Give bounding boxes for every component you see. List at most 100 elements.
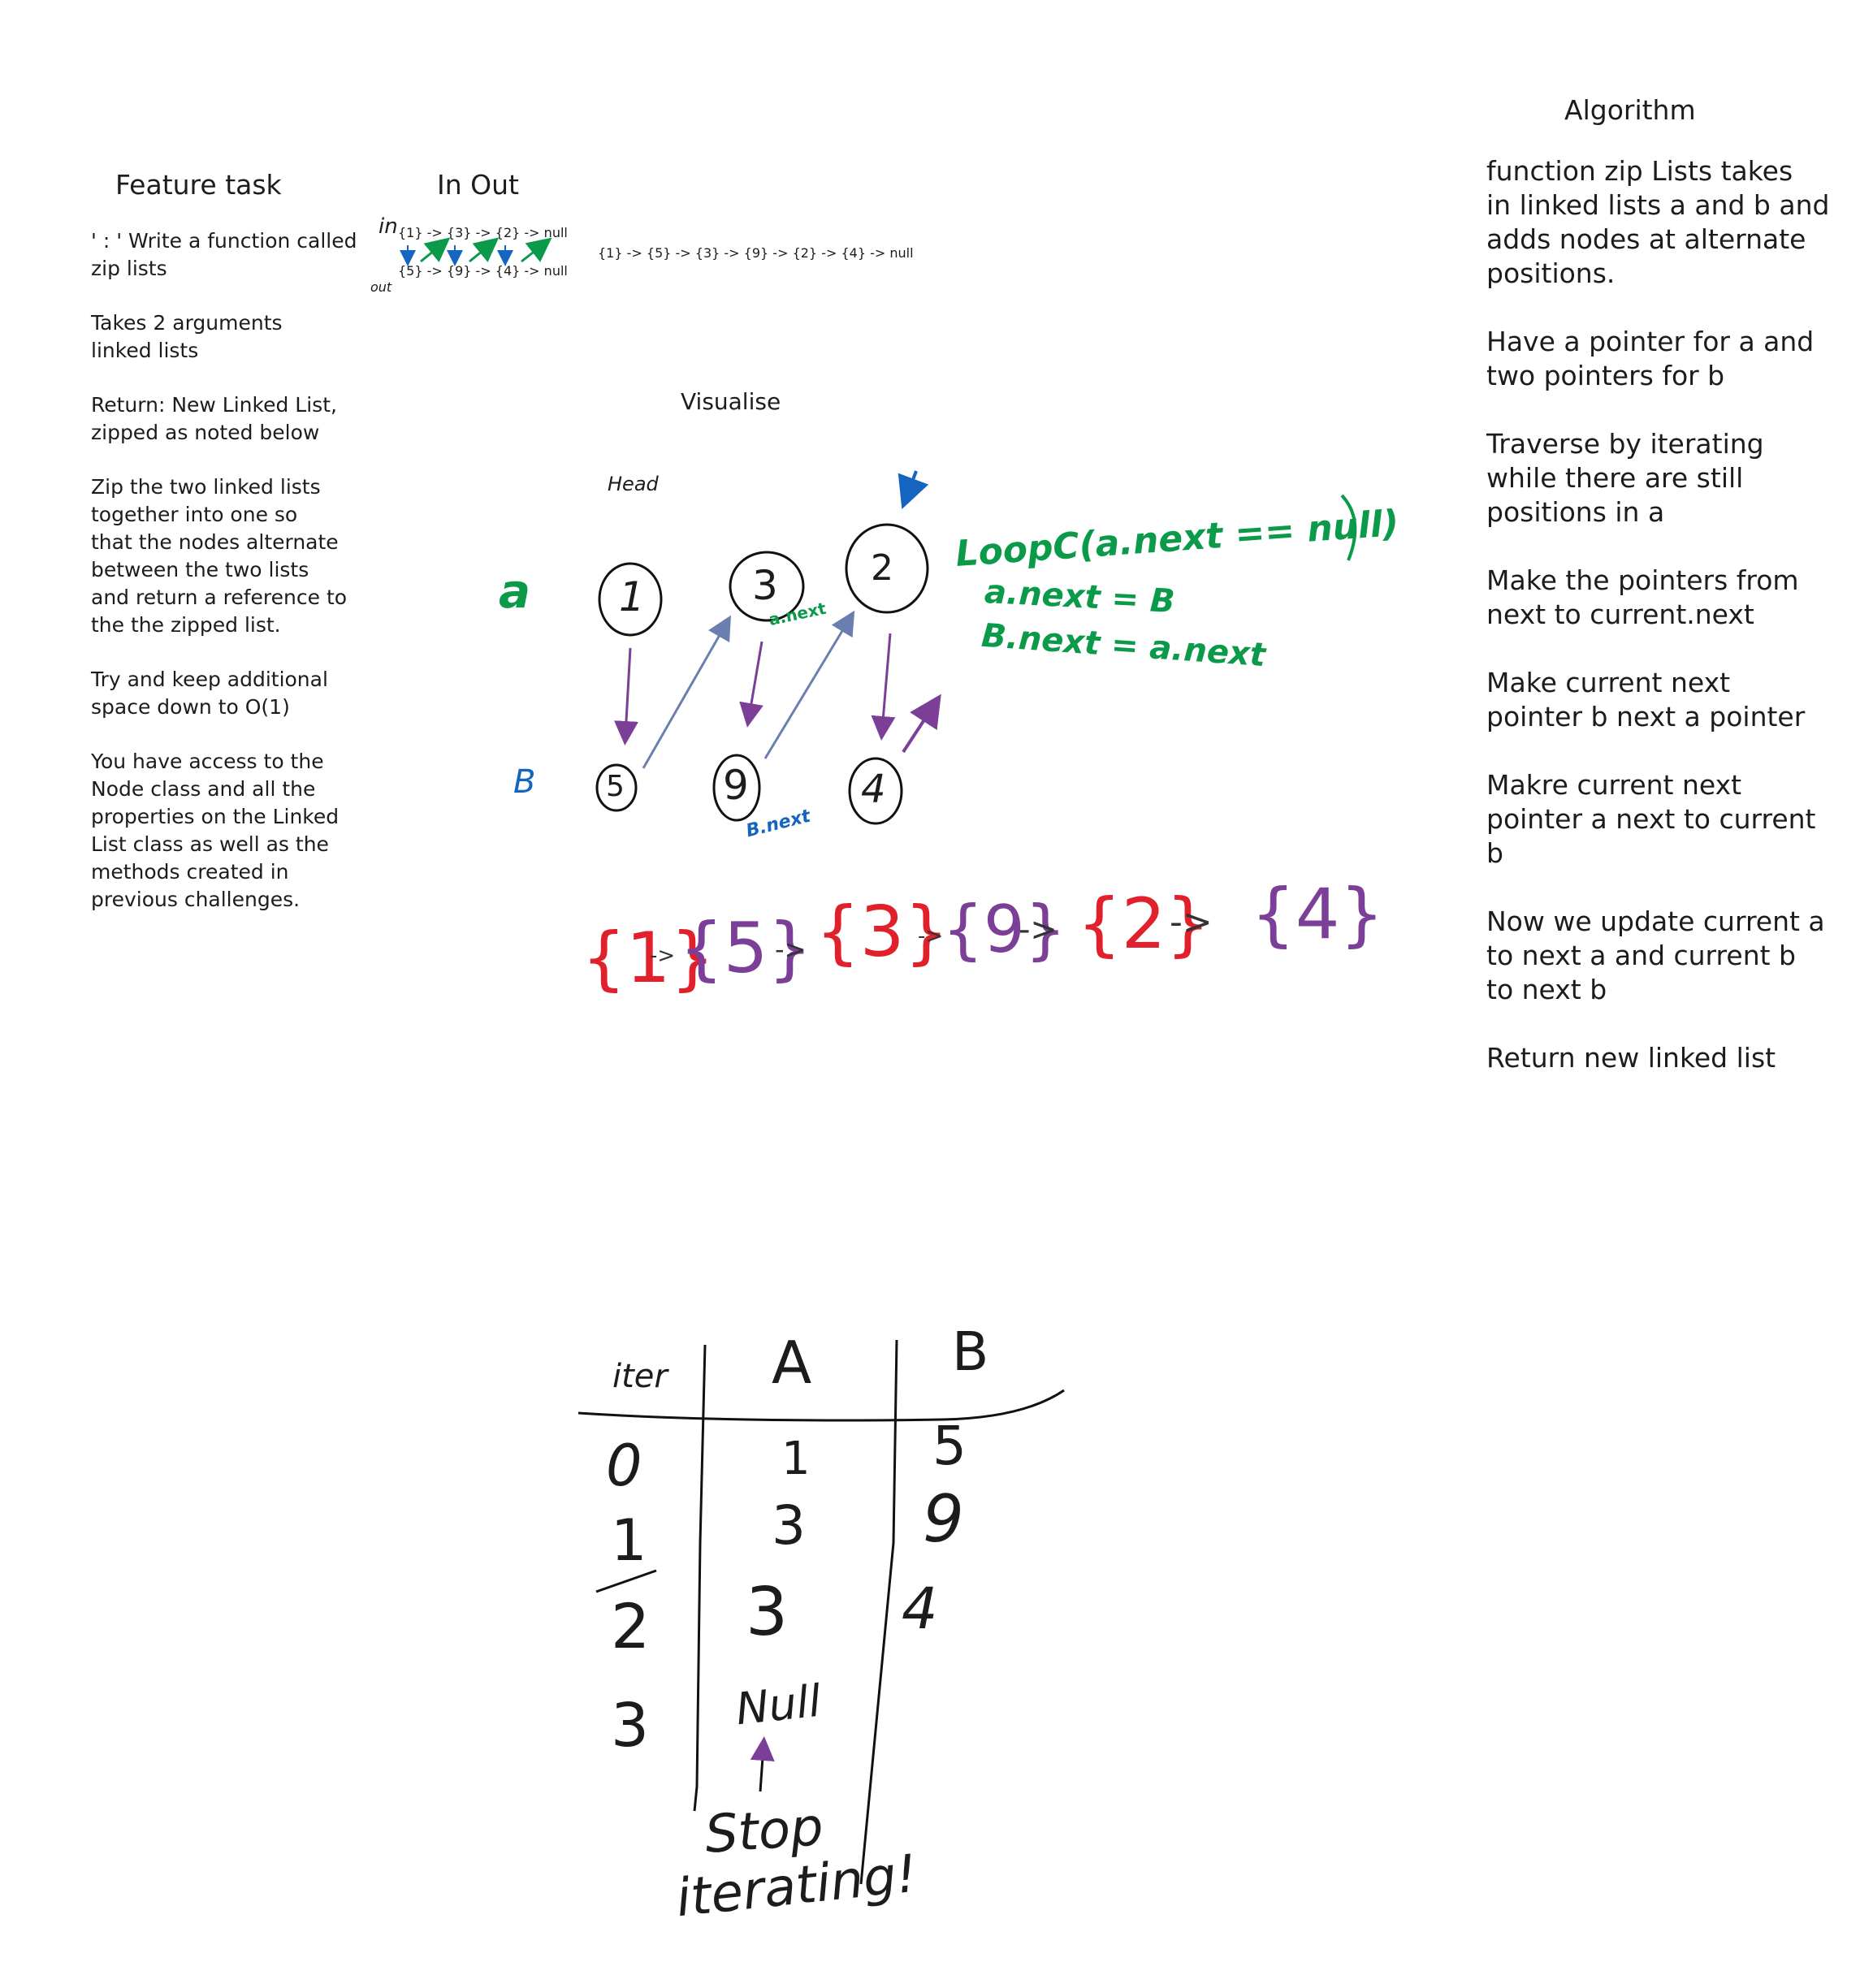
zipped-arrow-3: -> <box>918 924 944 949</box>
arrow-9-to-2 <box>763 610 855 759</box>
table-header-b: B <box>952 1320 989 1383</box>
zipped-arrow-4: -> <box>1019 911 1058 949</box>
feature-line: that the nodes alternate <box>91 530 339 554</box>
inout-title: In Out <box>437 169 519 201</box>
feature-line: zip lists <box>91 257 167 280</box>
feature-line: properties on the Linked <box>91 805 340 828</box>
feature-text: ' : ' Write a function called zip lists Ta… <box>91 227 357 940</box>
table-col-line-2 <box>859 1339 898 1885</box>
algorithm-line: Have a pointer for a and <box>1486 326 1815 357</box>
feature-paragraph: Zip the two linked lists together into on… <box>91 473 357 639</box>
row-3-a: Null <box>733 1675 824 1735</box>
node-a-3-circle <box>729 551 805 622</box>
algorithm-line: positions. <box>1486 257 1616 289</box>
inout-up-arrow-3 <box>521 237 552 263</box>
feature-line: previous challenges. <box>91 888 301 911</box>
algorithm-paragraph: Now we update current a to next a and cur… <box>1486 905 1829 1007</box>
algorithm-line: two pointers for b <box>1486 360 1725 391</box>
algorithm-line: pointer b next a pointer <box>1486 701 1806 733</box>
algorithm-line: positions in a <box>1486 496 1665 528</box>
feature-paragraph: Try and keep additional space down to O(1… <box>91 666 357 721</box>
arrow-4-to-null <box>902 694 941 754</box>
feature-line: Takes 2 arguments <box>91 311 283 335</box>
feature-paragraph: Return: New Linked List, zipped as noted … <box>91 391 357 447</box>
inout-arrows <box>400 237 552 266</box>
zipped-arrow-5: -> <box>1170 901 1213 943</box>
algorithm-line: Make the pointers from <box>1486 564 1799 596</box>
feature-line: Try and keep additional <box>91 668 328 691</box>
feature-paragraph: Takes 2 arguments linked lists <box>91 309 357 365</box>
algorithm-line: while there are still <box>1486 462 1744 494</box>
input-list-b: {5} -> {9} -> {4} -> null <box>398 263 568 279</box>
algorithm-line: b <box>1486 837 1503 869</box>
algorithm-line: Makre current next <box>1486 769 1742 801</box>
input-list-a: {1} -> {3} -> {2} -> null <box>398 225 568 240</box>
zipped-arrow-2: -> <box>775 934 807 965</box>
zipped-4: {4} <box>1251 874 1385 955</box>
row-1-iter: 1 <box>611 1507 647 1574</box>
zipped-9: {9} <box>942 892 1066 967</box>
algorithm-paragraph: function zip Lists takes in linked lists … <box>1486 154 1829 291</box>
node-b-9: 9 <box>723 762 749 809</box>
algorithm-line: next to current.next <box>1486 599 1754 630</box>
trace-table-lines <box>577 1339 1065 1885</box>
row-1-b: 9 <box>923 1481 964 1557</box>
zipped-arrow-1: -> <box>650 944 676 968</box>
node-b-5-circle <box>595 763 638 812</box>
feature-line: zipped as noted below <box>91 421 320 444</box>
table-col-line-1 <box>693 1344 707 1812</box>
zipped-5: {5} <box>679 908 813 989</box>
iter-1-strike <box>595 1569 657 1593</box>
algorithm-line: Return new linked list <box>1486 1042 1776 1074</box>
algorithm-line: in linked lists a and b and <box>1486 189 1830 221</box>
arrow-1-to-5 <box>614 647 638 746</box>
node-a-1-circle <box>598 562 663 637</box>
algorithm-line: to next b <box>1486 974 1607 1005</box>
table-header-iter: iter <box>612 1358 668 1395</box>
node-b-9-circle <box>712 754 761 822</box>
visualise-title: Visualise <box>681 388 781 415</box>
feature-line: List class as well as the <box>91 832 329 856</box>
node-b-5: 5 <box>606 770 625 803</box>
feature-line: the the zipped list. <box>91 613 281 637</box>
algorithm-text: function zip Lists takes in linked lists … <box>1486 154 1829 1109</box>
output-list: {1} -> {5} -> {3} -> {9} -> {2} -> {4} -… <box>598 245 914 261</box>
feature-paragraph: You have access to the Node class and all… <box>91 748 357 914</box>
row-1-a: 3 <box>772 1494 806 1557</box>
zipped-3: {3} <box>815 892 949 973</box>
feature-line: together into one so <box>91 503 298 526</box>
row-2-a: 3 <box>746 1574 789 1651</box>
row-0-iter: 0 <box>606 1433 642 1499</box>
feature-line: methods created in <box>91 860 289 884</box>
loop-close-paren <box>1340 494 1357 561</box>
node-b-4: 4 <box>861 767 886 812</box>
table-header-line <box>577 1389 1065 1422</box>
algorithm-line: pointer a next to current <box>1486 803 1816 835</box>
algorithm-paragraph: Have a pointer for a and two pointers for… <box>1486 325 1829 393</box>
node-b-4-circle <box>848 757 903 825</box>
node-a-2: 2 <box>871 547 893 589</box>
row-2-b: 4 <box>902 1575 938 1642</box>
row-0-b: 5 <box>932 1415 967 1477</box>
head-label: Head <box>608 473 659 495</box>
arrow-2-to-4 <box>871 633 896 741</box>
row-b-label: B <box>513 763 536 801</box>
row-0-a: 1 <box>781 1433 811 1485</box>
inout-up-arrow-2 <box>469 237 500 263</box>
inout-up-arrow-1 <box>420 237 451 263</box>
feature-line: space down to O(1) <box>91 695 290 719</box>
algorithm-paragraph: Return new linked list <box>1486 1041 1829 1075</box>
feature-line: Node class and all the <box>91 777 316 801</box>
arrow-5-to-3 <box>642 615 731 769</box>
algorithm-title: Algorithm <box>1564 94 1696 126</box>
feature-line: You have access to the <box>91 750 324 773</box>
feature-line: Zip the two linked lists <box>91 475 321 499</box>
algorithm-paragraph: Traverse by iterating while there are sti… <box>1486 427 1829 529</box>
node-a-2-circle <box>845 523 929 614</box>
out-label: out <box>370 279 392 295</box>
algorithm-line: function zip Lists takes <box>1486 155 1793 187</box>
algorithm-line: to next a and current b <box>1486 940 1796 971</box>
arrow-3-to-9 <box>739 641 763 728</box>
algorithm-line: adds nodes at alternate <box>1486 223 1806 255</box>
